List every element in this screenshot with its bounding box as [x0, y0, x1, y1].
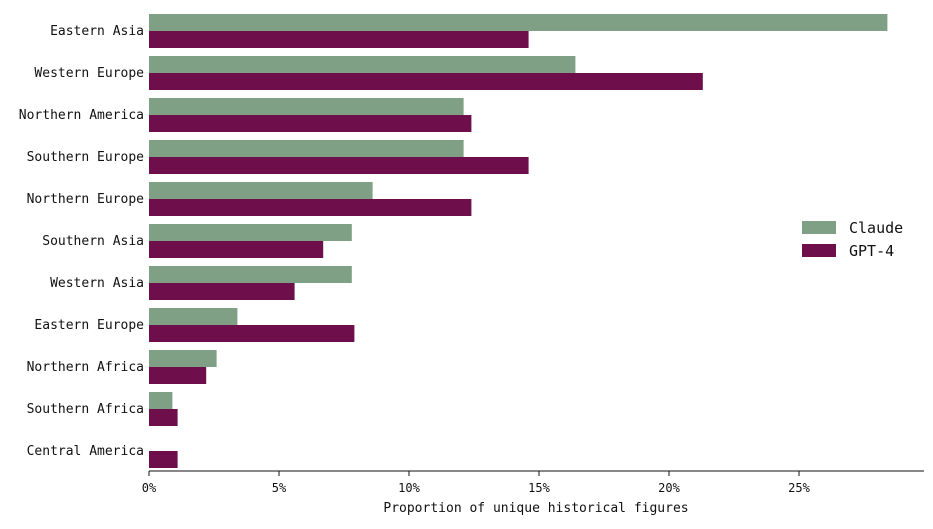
category-label: Eastern Europe	[34, 318, 144, 333]
bar-claude-western-europe	[149, 56, 576, 73]
bar-gpt-4-eastern-europe	[149, 325, 355, 342]
category-labels: Eastern Asia Western Europe Northern Ameri…	[19, 24, 144, 459]
legend-swatch-claude	[802, 221, 836, 234]
category-label: Southern Africa	[27, 402, 144, 417]
category-label: Central America	[27, 444, 144, 459]
bar-gpt-4-northern-europe	[149, 199, 472, 216]
category-label: Northern Africa	[27, 360, 144, 375]
x-axis-title: Proportion of unique historical figures	[383, 501, 688, 516]
x-tick-label: 25%	[788, 481, 810, 495]
bar-gpt-4-southern-asia	[149, 241, 324, 258]
bar-gpt-4-northern-africa	[149, 367, 207, 384]
category-label: Northern America	[19, 108, 144, 123]
category-label: Southern Europe	[27, 150, 145, 165]
legend-swatch-gpt-4	[802, 244, 836, 257]
bar-claude-eastern-asia	[149, 14, 888, 31]
bar-gpt-4-southern-europe	[149, 157, 529, 174]
bar-claude-eastern-europe	[149, 308, 238, 325]
bar-gpt-4-eastern-asia	[149, 31, 529, 48]
bar-claude-southern-africa	[149, 392, 173, 409]
x-ticks: 0% 5% 10% 15% 20% 25%	[142, 471, 811, 495]
legend-label-claude: Claude	[849, 219, 903, 237]
bars-layer	[149, 14, 888, 468]
category-label: Western Europe	[34, 66, 144, 81]
x-tick-label: 15%	[528, 481, 550, 495]
x-axis: 0% 5% 10% 15% 20% 25% Proportion of unique hi…	[142, 470, 924, 516]
x-tick-label: 0%	[142, 481, 157, 495]
bar-claude-western-asia	[149, 266, 352, 283]
x-tick-label: 10%	[398, 481, 420, 495]
bar-claude-southern-europe	[149, 140, 464, 157]
legend: Claude GPT-4	[802, 219, 903, 260]
category-label: Northern Europe	[27, 192, 145, 207]
bar-claude-northern-europe	[149, 182, 373, 199]
bar-claude-northern-africa	[149, 350, 217, 367]
category-label: Eastern Asia	[50, 24, 144, 39]
bar-gpt-4-central-america	[149, 451, 178, 468]
legend-label-gpt-4: GPT-4	[849, 242, 894, 260]
bar-gpt-4-western-asia	[149, 283, 295, 300]
x-tick-label: 5%	[272, 481, 287, 495]
bar-claude-northern-america	[149, 98, 464, 115]
category-label: Western Asia	[50, 276, 144, 291]
bar-gpt-4-southern-africa	[149, 409, 178, 426]
bar-gpt-4-western-europe	[149, 73, 703, 90]
x-tick-label: 20%	[658, 481, 680, 495]
bar-gpt-4-northern-america	[149, 115, 472, 132]
category-label: Southern Asia	[42, 234, 144, 249]
bar-claude-southern-asia	[149, 224, 352, 241]
